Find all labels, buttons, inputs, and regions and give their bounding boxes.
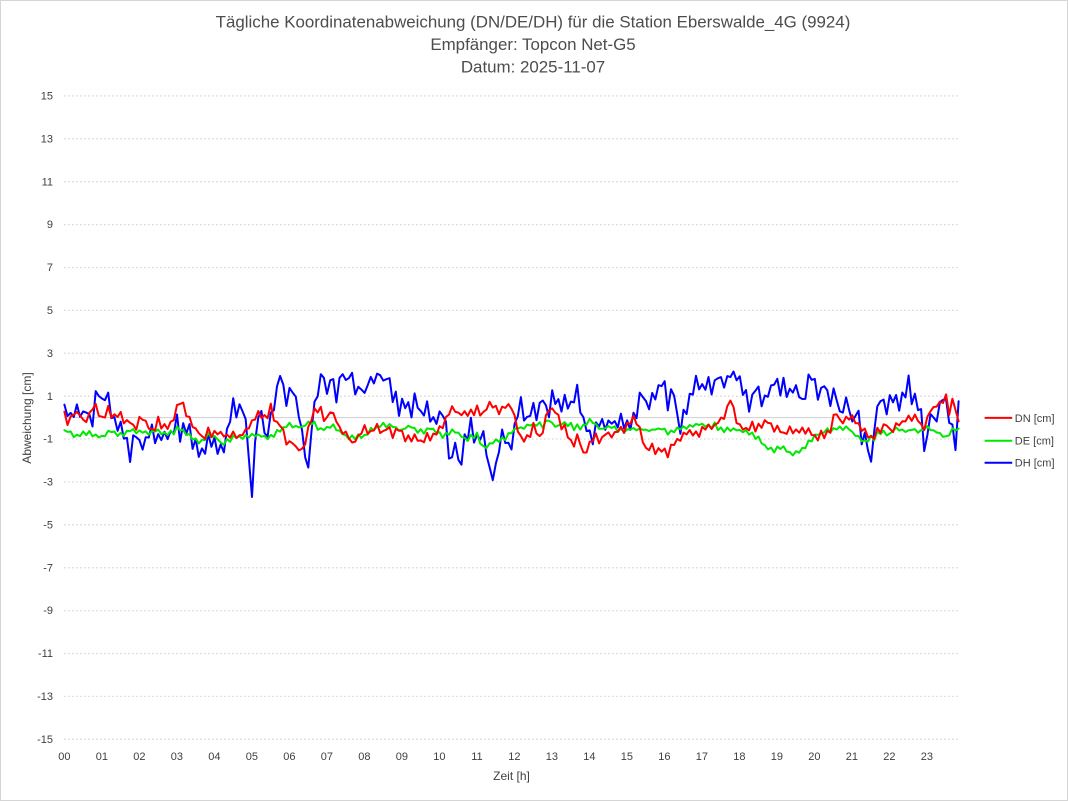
- svg-text:13: 13: [41, 133, 53, 145]
- svg-text:22: 22: [883, 751, 895, 763]
- svg-text:DH [cm]: DH [cm]: [1015, 458, 1055, 470]
- svg-text:13: 13: [546, 751, 558, 763]
- svg-text:Empfänger: Topcon Net-G5: Empfänger: Topcon Net-G5: [430, 35, 635, 54]
- svg-text:20: 20: [808, 751, 820, 763]
- svg-text:16: 16: [658, 751, 670, 763]
- svg-text:-5: -5: [43, 519, 53, 531]
- svg-text:-11: -11: [38, 648, 53, 660]
- svg-text:1: 1: [47, 391, 53, 403]
- svg-text:09: 09: [396, 751, 408, 763]
- svg-text:19: 19: [771, 751, 783, 763]
- svg-text:-1: -1: [43, 434, 53, 446]
- svg-text:Datum: 2025-11-07: Datum: 2025-11-07: [461, 58, 605, 77]
- svg-text:03: 03: [171, 751, 183, 763]
- svg-text:08: 08: [358, 751, 370, 763]
- svg-text:21: 21: [846, 751, 858, 763]
- svg-text:-13: -13: [37, 691, 53, 703]
- svg-text:-7: -7: [43, 562, 53, 574]
- svg-text:01: 01: [96, 751, 108, 763]
- svg-text:11: 11: [42, 176, 53, 188]
- svg-text:-9: -9: [43, 605, 53, 617]
- svg-text:5: 5: [47, 305, 53, 317]
- svg-text:Tägliche Koordinatenabweichung: Tägliche Koordinatenabweichung (DN/DE/DH…: [216, 13, 851, 32]
- svg-text:23: 23: [921, 751, 933, 763]
- svg-text:Zeit [h]: Zeit [h]: [493, 769, 530, 783]
- svg-text:12: 12: [508, 751, 520, 763]
- svg-text:00: 00: [58, 751, 70, 763]
- svg-text:04: 04: [208, 751, 220, 763]
- svg-text:9: 9: [47, 219, 53, 231]
- svg-text:02: 02: [133, 751, 145, 763]
- svg-text:10: 10: [433, 751, 445, 763]
- svg-text:-3: -3: [43, 477, 53, 489]
- svg-text:DN [cm]: DN [cm]: [1015, 413, 1055, 425]
- svg-text:07: 07: [321, 751, 333, 763]
- svg-text:7: 7: [47, 262, 53, 274]
- svg-text:18: 18: [733, 751, 745, 763]
- svg-text:3: 3: [47, 348, 53, 360]
- svg-text:14: 14: [583, 751, 595, 763]
- svg-text:15: 15: [41, 91, 53, 103]
- svg-text:06: 06: [283, 751, 295, 763]
- svg-text:17: 17: [696, 751, 708, 763]
- svg-text:-15: -15: [37, 734, 53, 746]
- svg-text:11: 11: [471, 751, 482, 763]
- svg-text:Abweichung [cm]: Abweichung [cm]: [20, 372, 34, 463]
- svg-text:05: 05: [246, 751, 258, 763]
- svg-text:DE [cm]: DE [cm]: [1015, 436, 1054, 448]
- svg-text:15: 15: [621, 751, 633, 763]
